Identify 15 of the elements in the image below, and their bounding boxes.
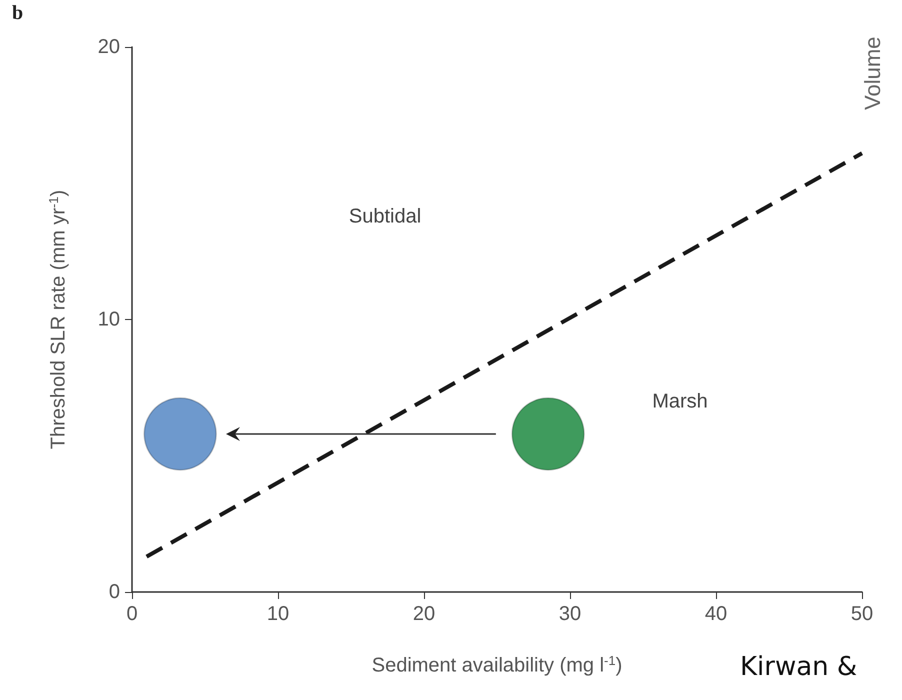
y-tick-label: 20: [98, 36, 120, 58]
annotation: Volume: [860, 36, 886, 110]
x-tick-label: 0: [126, 603, 138, 625]
y-tick-label: 0: [108, 581, 120, 603]
y-tick-label: 10: [98, 308, 120, 330]
x-tick-label: 10: [266, 603, 290, 625]
x-tick-label: 40: [704, 603, 728, 625]
x-tick-label: 20: [412, 603, 436, 625]
text: b: [12, 2, 24, 25]
y-axis-title: Threshold SLR rate (mm yr-1): [46, 190, 70, 450]
annotation: Marsh: [652, 390, 708, 414]
text: Kirwan &: [740, 652, 858, 682]
x-tick-label: 30: [558, 603, 582, 625]
x-tick-label: 50: [850, 603, 874, 625]
annotation: Subtidal: [348, 206, 422, 228]
